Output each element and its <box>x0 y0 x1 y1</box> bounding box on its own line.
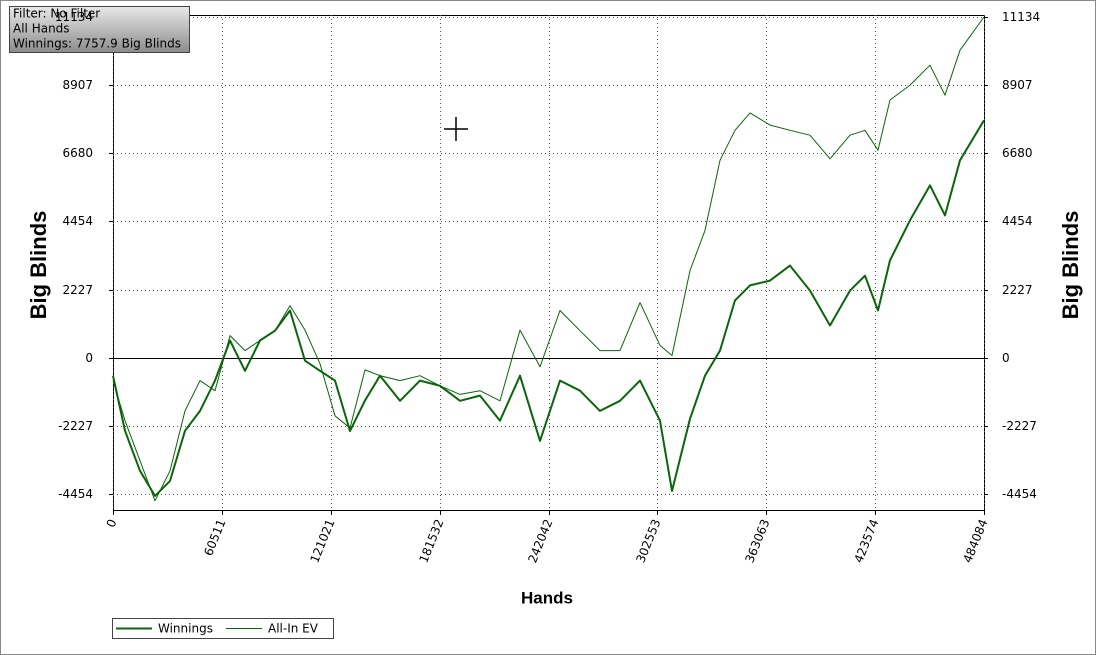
y2-tick-label: 2227 <box>1002 283 1033 297</box>
plot-area <box>109 15 988 515</box>
y2-tick-label: 4454 <box>1002 214 1033 228</box>
crosshair <box>444 117 468 141</box>
y-tick-label: 4454 <box>62 214 93 228</box>
y-tick-label: 0 <box>85 351 93 365</box>
y2-tick-label: -4454 <box>1002 487 1037 501</box>
y-tick-label: -2227 <box>58 419 93 433</box>
y2-tick-label: 0 <box>1002 351 1010 365</box>
x-axis-title: Hands <box>521 588 573 607</box>
series-line <box>112 16 985 502</box>
legend: Winnings All-In EV <box>112 618 334 639</box>
y-tick-label: -4454 <box>58 487 93 501</box>
y-tick-label: 11134 <box>55 10 93 24</box>
legend-label: All-In EV <box>268 622 319 636</box>
y-tick-label: 6680 <box>62 146 93 160</box>
y2-tick-label: 6680 <box>1002 146 1033 160</box>
y2-tick-label: -2227 <box>1002 419 1037 433</box>
series-line <box>112 119 985 497</box>
legend-label: Winnings <box>158 622 213 636</box>
y-tick-label: 2227 <box>62 283 93 297</box>
y-tick-label: 8907 <box>62 78 93 92</box>
info-line: Filter: No Filter <box>13 7 100 21</box>
info-line: Winnings: 7757.9 Big Blinds <box>13 37 181 51</box>
y-axis-title: Big Blinds <box>26 211 51 320</box>
y2-axis-title: Big Blinds <box>1058 211 1083 320</box>
info-line: All Hands <box>13 22 70 36</box>
info-box: Filter: No Filter All Hands Winnings: 77… <box>9 6 190 53</box>
y2-tick-label: 8907 <box>1002 78 1033 92</box>
y2-tick-label: 11134 <box>1002 10 1040 24</box>
